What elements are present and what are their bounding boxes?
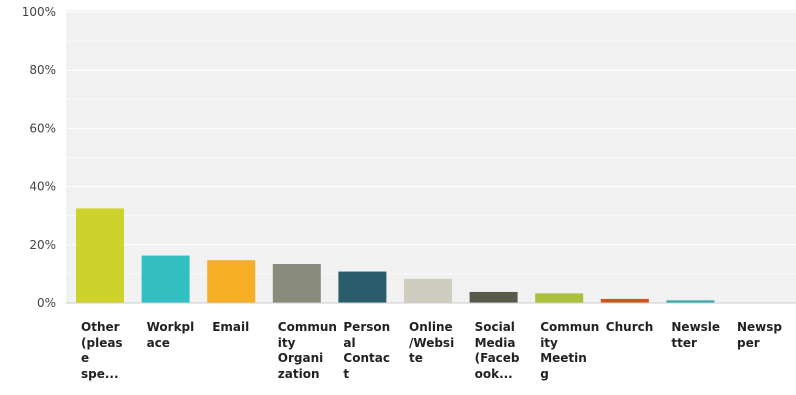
bar[interactable] <box>272 264 321 303</box>
x-tick-label: Newsp per <box>737 320 782 350</box>
gridlines <box>66 11 796 275</box>
bar[interactable] <box>207 260 256 303</box>
y-tick-label: 60% <box>29 121 56 135</box>
x-tick-label: Church <box>605 320 654 334</box>
x-tick-label: Social Media (Faceb ook... <box>474 320 520 381</box>
x-tick-label: Commun ity Organi zation <box>277 320 337 381</box>
y-tick-label: 20% <box>29 238 56 252</box>
y-tick-label: 0% <box>37 296 56 310</box>
bar[interactable] <box>141 255 190 303</box>
bar[interactable] <box>338 271 387 303</box>
x-tick-label: Newsle tter <box>671 320 721 350</box>
bar[interactable] <box>76 208 124 303</box>
bar[interactable] <box>666 300 715 303</box>
x-tick-label: Email <box>212 320 250 334</box>
x-tick-label: Workpl ace <box>146 320 195 350</box>
y-tick-label: 100% <box>22 5 56 19</box>
bar[interactable] <box>535 293 584 303</box>
plot-background <box>66 10 796 303</box>
bar[interactable] <box>469 291 518 303</box>
y-tick-label: 80% <box>29 63 56 77</box>
bars <box>76 208 715 303</box>
bar[interactable] <box>404 278 452 303</box>
x-tick-label: Other (pleas e spe... <box>81 320 123 381</box>
x-tick-label: Online /Websi te <box>409 320 455 365</box>
x-tick-label: Person al Contac t <box>343 320 391 381</box>
bar[interactable] <box>600 298 649 303</box>
x-tick-label: Commun ity Meetin g <box>540 320 600 381</box>
y-tick-label: 40% <box>29 180 56 194</box>
y-axis-ticks: 0% 20% 40% 60% 80% 100% <box>22 5 56 310</box>
